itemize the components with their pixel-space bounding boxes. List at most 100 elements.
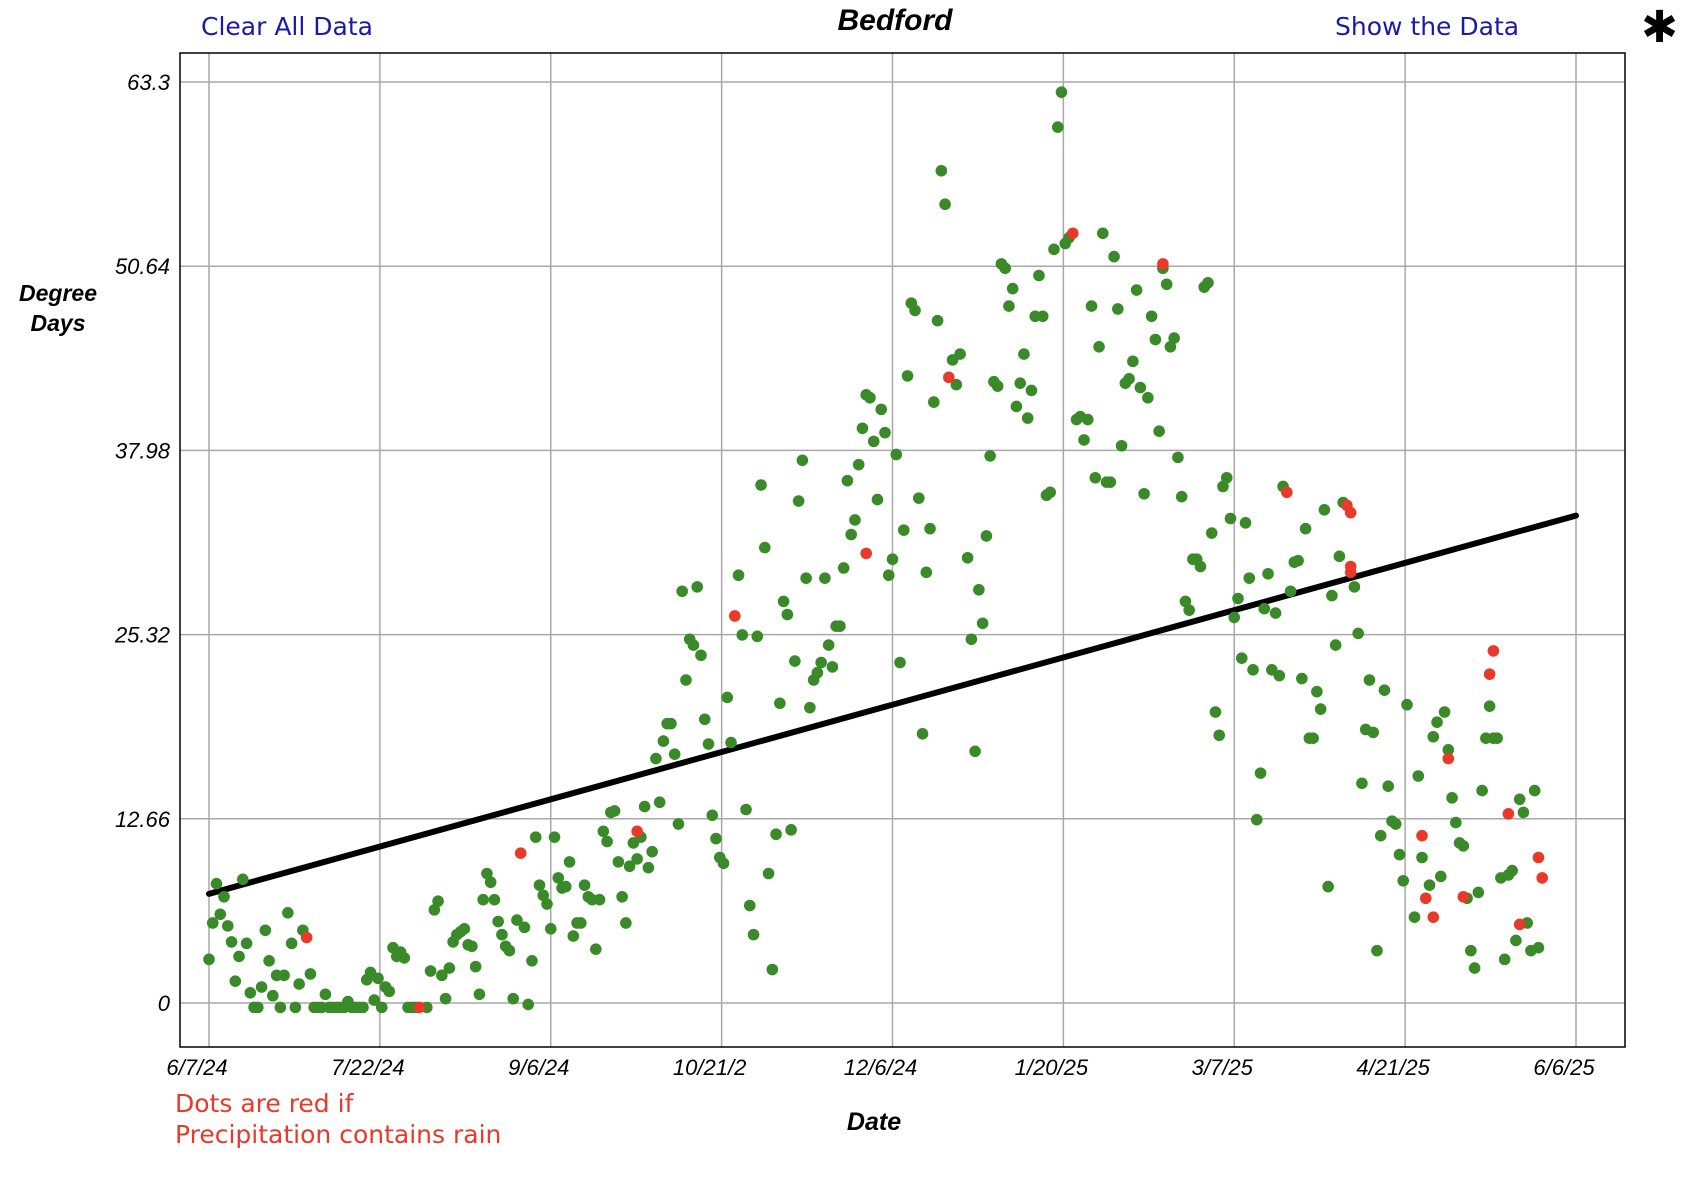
data-point — [383, 985, 396, 998]
data-point — [263, 955, 275, 967]
data-point — [274, 1001, 287, 1014]
data-point — [875, 403, 888, 416]
data-point — [240, 937, 253, 950]
data-point — [1258, 602, 1271, 615]
data-point — [800, 572, 812, 584]
data-point — [1149, 333, 1162, 346]
data-point — [1498, 953, 1511, 966]
chart-title: Bedford — [837, 4, 953, 37]
data-point — [1127, 355, 1139, 368]
data-point — [864, 391, 876, 404]
data-point — [1243, 572, 1256, 584]
data-point — [657, 735, 670, 747]
data-point — [894, 656, 906, 669]
data-point — [612, 856, 625, 868]
data-point — [1224, 512, 1237, 525]
data-point — [1363, 674, 1376, 686]
data-point — [466, 940, 478, 953]
data-point — [1457, 840, 1470, 852]
data-point — [1371, 944, 1383, 957]
data-point — [920, 566, 933, 579]
data-point — [845, 528, 857, 541]
data-point — [203, 953, 215, 966]
data-point — [1123, 373, 1135, 385]
data-point — [1483, 700, 1496, 712]
asterisk-menu-icon[interactable]: ✱ — [1641, 2, 1678, 53]
data-point — [1476, 784, 1488, 797]
data-point — [601, 835, 613, 848]
data-point — [623, 860, 636, 873]
data-point — [961, 551, 974, 564]
data-point — [1416, 851, 1428, 864]
data-point — [574, 917, 587, 929]
data-point — [1172, 451, 1184, 464]
data-point — [1097, 227, 1109, 240]
data-point — [537, 889, 550, 902]
data-point — [882, 569, 895, 582]
data-point — [1085, 300, 1098, 312]
data-point — [901, 370, 914, 382]
data-point — [695, 649, 707, 662]
data-point — [1517, 806, 1530, 819]
show-the-data-link[interactable]: Show the Data — [1335, 12, 1520, 41]
data-point — [702, 738, 715, 750]
rain-data-point — [1416, 829, 1428, 842]
data-point — [1468, 962, 1481, 974]
rain-data-point — [1157, 258, 1169, 270]
data-point — [811, 666, 824, 679]
clear-all-data-link[interactable]: Clear All Data — [201, 12, 373, 41]
data-point — [1333, 550, 1346, 563]
data-point — [965, 633, 978, 646]
data-point — [1299, 522, 1312, 535]
data-point — [743, 899, 756, 912]
data-point — [774, 697, 786, 710]
data-point — [631, 853, 643, 865]
rain-data-point — [1483, 668, 1496, 680]
data-point — [1491, 732, 1503, 744]
data-point — [672, 818, 685, 830]
data-point — [826, 661, 839, 673]
data-point — [1093, 341, 1105, 353]
y-tick-label: 50.64 — [115, 254, 170, 279]
data-point — [1250, 813, 1263, 826]
data-point — [650, 752, 662, 765]
data-point — [541, 898, 553, 910]
data-point — [916, 728, 929, 740]
data-point — [1506, 864, 1518, 877]
data-point — [710, 832, 722, 845]
rain-data-point — [631, 825, 643, 838]
data-point — [867, 435, 880, 448]
data-point — [1179, 595, 1192, 608]
data-point — [1164, 341, 1177, 353]
data-point — [285, 937, 298, 950]
data-point — [593, 893, 606, 906]
data-point — [725, 736, 737, 749]
data-point — [973, 583, 985, 596]
data-point — [924, 522, 936, 535]
data-point — [221, 920, 234, 932]
data-point — [834, 620, 846, 632]
data-point — [653, 796, 666, 809]
data-point — [1235, 652, 1248, 664]
x-tick-label: 10/21/2 — [673, 1055, 746, 1080]
data-point — [954, 348, 966, 360]
y-axis-label: Degree Days — [19, 280, 97, 336]
data-point — [432, 895, 444, 907]
data-point — [278, 969, 290, 982]
x-tick-label: 7/22/24 — [331, 1055, 404, 1080]
data-point — [646, 845, 658, 858]
data-point — [1112, 303, 1124, 315]
data-point — [1048, 243, 1060, 256]
data-point — [1314, 703, 1327, 715]
data-point — [1108, 250, 1120, 263]
data-point — [1292, 554, 1304, 567]
data-point — [439, 992, 452, 1005]
data-point — [210, 877, 223, 890]
data-point — [375, 1001, 388, 1014]
data-point — [1446, 792, 1458, 804]
data-point — [1205, 527, 1218, 539]
rain-data-point — [1427, 911, 1440, 923]
data-point — [1423, 879, 1436, 891]
data-point — [789, 655, 801, 667]
